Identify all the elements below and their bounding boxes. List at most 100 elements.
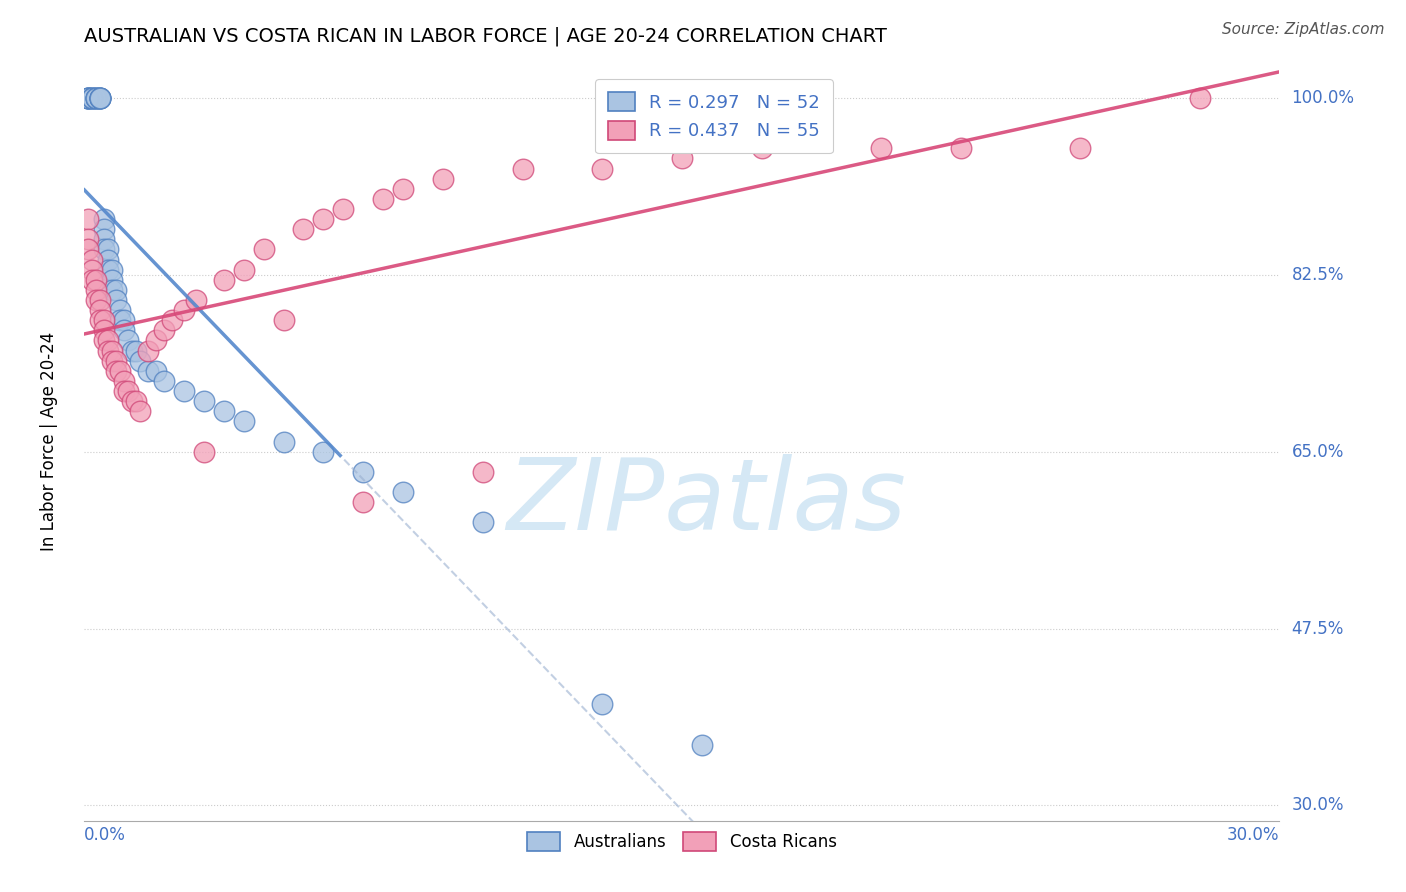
Point bbox=[112, 313, 135, 327]
Point bbox=[105, 364, 128, 378]
Point bbox=[153, 323, 176, 337]
Point bbox=[93, 243, 115, 257]
Point bbox=[105, 283, 128, 297]
Point bbox=[82, 91, 104, 105]
Point bbox=[89, 91, 111, 105]
Point bbox=[173, 384, 195, 398]
Point bbox=[949, 141, 972, 155]
Point bbox=[471, 465, 494, 479]
Point bbox=[86, 91, 108, 105]
Point bbox=[253, 243, 276, 257]
Point bbox=[136, 343, 159, 358]
Point bbox=[591, 161, 613, 176]
Point bbox=[392, 485, 415, 500]
Point bbox=[82, 91, 104, 105]
Text: 30.0%: 30.0% bbox=[1292, 797, 1344, 814]
Point bbox=[121, 343, 143, 358]
Point bbox=[89, 91, 111, 105]
Point bbox=[77, 91, 100, 105]
Point bbox=[193, 444, 215, 458]
Point bbox=[432, 171, 454, 186]
Point bbox=[690, 738, 713, 752]
Point bbox=[101, 343, 124, 358]
Point bbox=[512, 161, 534, 176]
Point bbox=[105, 293, 128, 307]
Text: AUSTRALIAN VS COSTA RICAN IN LABOR FORCE | AGE 20-24 CORRELATION CHART: AUSTRALIAN VS COSTA RICAN IN LABOR FORCE… bbox=[84, 27, 887, 46]
Point bbox=[97, 262, 120, 277]
Point bbox=[82, 91, 104, 105]
Point bbox=[153, 374, 176, 388]
Point bbox=[101, 283, 124, 297]
Point bbox=[232, 262, 254, 277]
Point bbox=[232, 414, 254, 428]
Point bbox=[145, 334, 167, 348]
Point bbox=[97, 343, 120, 358]
Point bbox=[129, 404, 152, 418]
Point bbox=[86, 91, 108, 105]
Point bbox=[112, 374, 135, 388]
Point bbox=[212, 404, 235, 418]
Point bbox=[392, 182, 415, 196]
Point bbox=[89, 293, 111, 307]
Point bbox=[292, 222, 315, 236]
Point bbox=[105, 353, 128, 368]
Point bbox=[184, 293, 207, 307]
Point bbox=[97, 252, 120, 267]
Text: 100.0%: 100.0% bbox=[1292, 89, 1354, 107]
Point bbox=[82, 262, 104, 277]
Point bbox=[77, 91, 100, 105]
Point bbox=[82, 252, 104, 267]
Point bbox=[77, 91, 100, 105]
Point bbox=[77, 232, 100, 246]
Point bbox=[89, 91, 111, 105]
Point bbox=[89, 91, 111, 105]
Point bbox=[212, 273, 235, 287]
Point bbox=[373, 192, 395, 206]
Point bbox=[591, 698, 613, 712]
Point bbox=[129, 353, 152, 368]
Point bbox=[101, 262, 124, 277]
Point bbox=[110, 313, 132, 327]
Point bbox=[312, 444, 335, 458]
Point bbox=[273, 434, 295, 449]
Point bbox=[93, 222, 115, 236]
Point bbox=[101, 353, 124, 368]
Point bbox=[97, 334, 120, 348]
Point bbox=[193, 394, 215, 409]
Point bbox=[273, 313, 295, 327]
Point bbox=[86, 283, 108, 297]
Point bbox=[82, 273, 104, 287]
Point bbox=[86, 293, 108, 307]
Point bbox=[352, 495, 374, 509]
Text: 30.0%: 30.0% bbox=[1227, 826, 1279, 844]
Point bbox=[1069, 141, 1091, 155]
Point bbox=[86, 273, 108, 287]
Text: Source: ZipAtlas.com: Source: ZipAtlas.com bbox=[1222, 22, 1385, 37]
Point bbox=[110, 303, 132, 318]
Point bbox=[101, 273, 124, 287]
Point bbox=[751, 141, 773, 155]
Point bbox=[93, 313, 115, 327]
Point bbox=[136, 364, 159, 378]
Point bbox=[86, 91, 108, 105]
Point bbox=[121, 394, 143, 409]
Point bbox=[89, 91, 111, 105]
Point bbox=[93, 232, 115, 246]
Point bbox=[93, 334, 115, 348]
Point bbox=[1188, 91, 1211, 105]
Text: 47.5%: 47.5% bbox=[1292, 620, 1344, 638]
Point bbox=[125, 394, 148, 409]
Point bbox=[352, 465, 374, 479]
Point bbox=[89, 313, 111, 327]
Point bbox=[97, 243, 120, 257]
Text: 0.0%: 0.0% bbox=[84, 826, 127, 844]
Text: 65.0%: 65.0% bbox=[1292, 442, 1344, 460]
Point bbox=[117, 334, 139, 348]
Point bbox=[93, 323, 115, 337]
Point bbox=[173, 303, 195, 318]
Point bbox=[77, 91, 100, 105]
Point bbox=[112, 323, 135, 337]
Point bbox=[110, 364, 132, 378]
Point bbox=[671, 152, 693, 166]
Text: In Labor Force | Age 20-24: In Labor Force | Age 20-24 bbox=[39, 332, 58, 551]
